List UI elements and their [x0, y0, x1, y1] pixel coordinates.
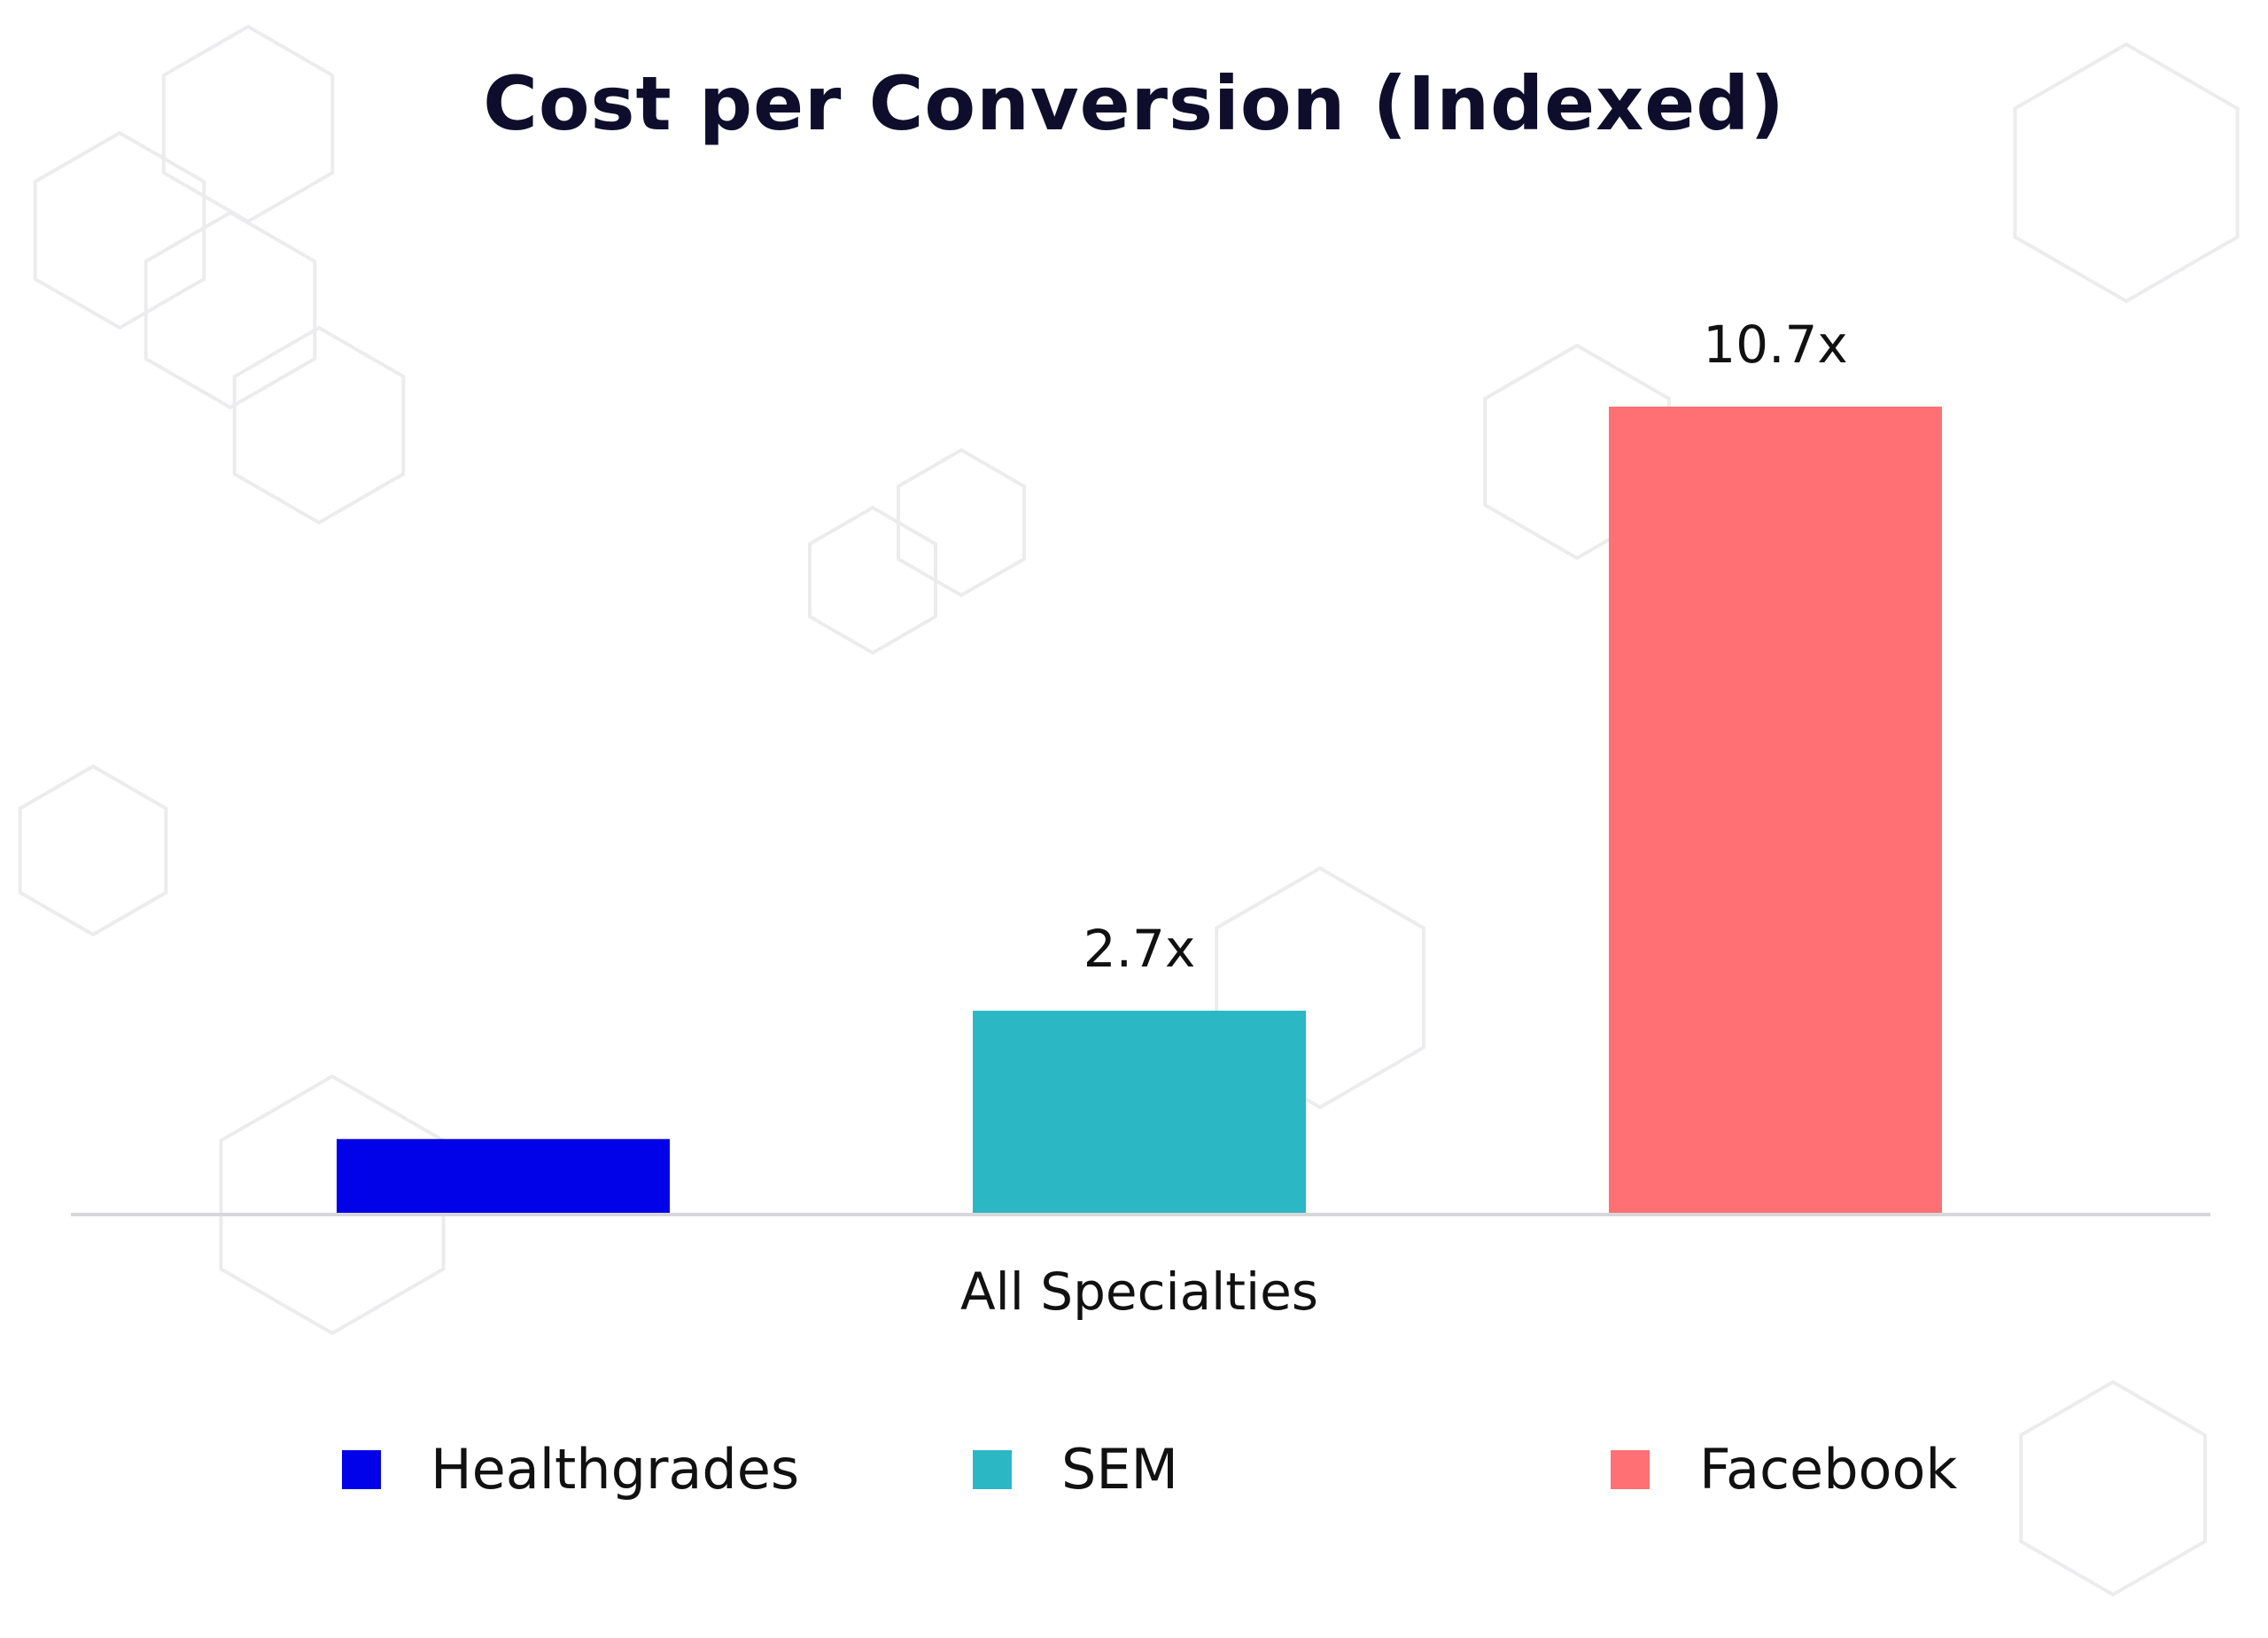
hexagon-decoration: [1215, 866, 1425, 1110]
chart-title: Cost per Conversion (Indexed): [483, 60, 1785, 147]
hexagon-decoration: [2013, 42, 2240, 304]
hexagon-decoration: [144, 210, 317, 410]
hexagon-decoration: [1483, 343, 1671, 561]
legend-label-sem: SEM: [1061, 1437, 1178, 1502]
legend-swatch-sem: [973, 1450, 1012, 1489]
legend-label-healthgrades: Healthgrades: [431, 1437, 799, 1502]
x-axis-label: All Specialties: [960, 1261, 1318, 1322]
legend-swatch-facebook: [1611, 1450, 1650, 1489]
bar-healthgrades: [337, 1138, 670, 1215]
hexagon-decoration: [33, 130, 206, 330]
legend-swatch-healthgrades: [342, 1450, 381, 1489]
data-label-sem: 2.7x: [1084, 919, 1196, 979]
hexagon-decoration: [232, 325, 406, 525]
bar-sem: [973, 1010, 1306, 1215]
hexagon-decoration: [2019, 1379, 2207, 1597]
hexagon-decoration: [808, 505, 937, 656]
legend-label-facebook: Facebook: [1699, 1437, 1957, 1502]
data-label-facebook: 10.7x: [1703, 314, 1847, 375]
bar-facebook: [1609, 407, 1942, 1215]
hexagon-decoration: [897, 447, 1026, 598]
hexagon-decoration: [18, 764, 168, 937]
